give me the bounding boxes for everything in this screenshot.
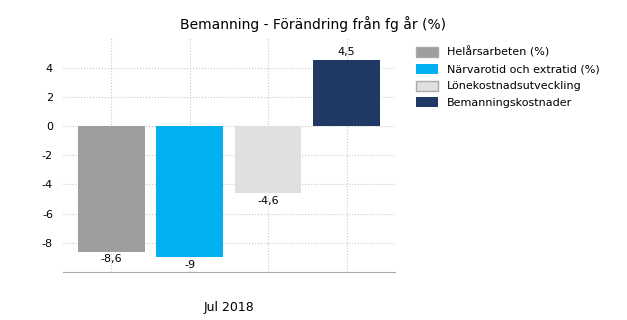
Text: Bemanning - Förändring från fg år (%): Bemanning - Förändring från fg år (%)	[181, 16, 446, 32]
Legend: Helårsarbeten (%), Närvarotid och extratid (%), Lönekostnadsutveckling, Bemannin: Helårsarbeten (%), Närvarotid och extrat…	[414, 44, 602, 110]
Bar	[234, 126, 302, 193]
Bar	[156, 126, 223, 257]
Text: -9: -9	[184, 260, 195, 270]
Text: -8,6: -8,6	[100, 254, 122, 264]
Text: -4,6: -4,6	[257, 196, 279, 206]
Bar	[78, 126, 144, 252]
Bar	[314, 60, 380, 126]
Text: Jul 2018: Jul 2018	[204, 300, 254, 314]
Text: 4,5: 4,5	[338, 47, 356, 57]
